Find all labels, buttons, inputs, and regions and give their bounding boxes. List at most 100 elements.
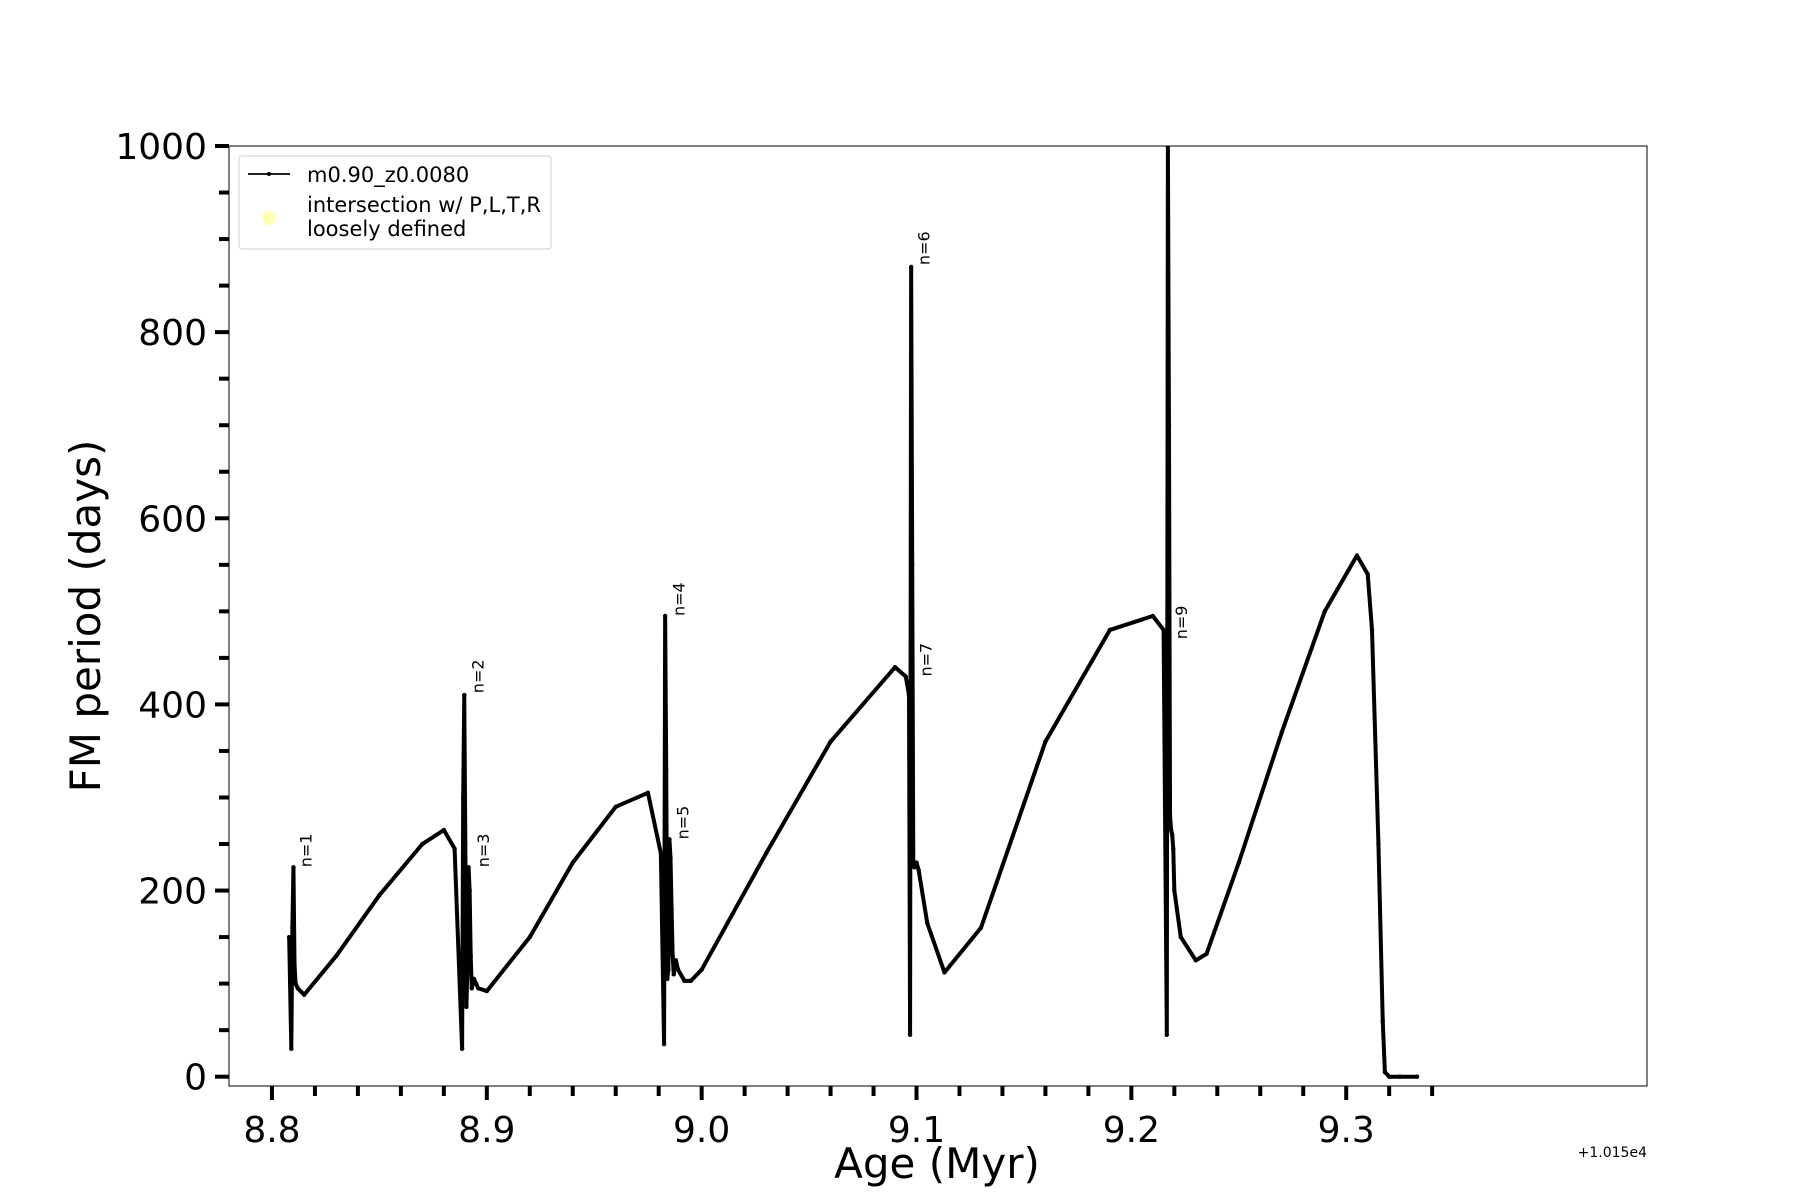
data-point <box>645 790 651 796</box>
annotation-label: n=9 <box>1172 606 1191 640</box>
y-tick-label: 0 <box>184 1058 207 1099</box>
data-point <box>286 934 292 940</box>
data-point <box>675 967 681 972</box>
data-point <box>290 925 295 930</box>
annotation-label: n=4 <box>669 582 688 616</box>
data-point <box>1397 1074 1403 1079</box>
y-tick-label: 200 <box>138 872 207 913</box>
data-point <box>289 1046 294 1051</box>
data-point <box>1386 1074 1392 1079</box>
x-tick-label: 9.0 <box>673 1110 730 1151</box>
data-point <box>1165 146 1171 149</box>
annotation-label: n=5 <box>674 806 693 840</box>
data-point <box>658 851 664 856</box>
data-point <box>462 692 467 698</box>
data-point <box>925 920 930 926</box>
data-point <box>467 888 472 893</box>
x-tick-label: 9.1 <box>888 1110 945 1151</box>
data-point <box>1369 627 1375 633</box>
data-point <box>911 860 916 865</box>
data-point <box>291 865 296 870</box>
data-point <box>293 981 298 986</box>
x-axis: 8.8 8.9 9.0 9.1 9.2 9.3 <box>243 1086 1435 1151</box>
annotation-label: n=3 <box>474 834 493 868</box>
data-point <box>1107 627 1113 633</box>
x-tick-label: 9.3 <box>1318 1110 1375 1151</box>
data-point <box>420 841 425 847</box>
data-point <box>527 934 532 940</box>
x-tick-label: 9.2 <box>1103 1110 1160 1151</box>
data-point <box>484 988 490 994</box>
data-point <box>1279 730 1284 735</box>
data-point <box>673 958 679 963</box>
x-tick-label: 8.9 <box>458 1110 515 1151</box>
data-point <box>1365 571 1370 577</box>
data-point <box>1354 553 1360 558</box>
data-point <box>665 976 670 982</box>
data-point <box>942 970 947 975</box>
plot-area <box>228 145 1648 1087</box>
legend-entry-label: m0.90_z0.0080 <box>307 163 469 188</box>
data-point <box>910 562 915 568</box>
data-point <box>464 1004 469 1010</box>
legend-entry-label: intersection w/ P,L,T,R loosely defined <box>307 193 541 241</box>
data-point <box>1166 423 1172 428</box>
data-point <box>908 264 914 270</box>
data-point <box>1236 860 1241 865</box>
data-point <box>892 664 898 670</box>
data-point <box>466 865 471 870</box>
y-tick-label: 800 <box>138 313 207 354</box>
y-tick-label: 400 <box>138 685 207 726</box>
data-point <box>1168 827 1174 833</box>
data-point <box>671 972 676 977</box>
data-point <box>682 978 687 984</box>
data-point <box>1382 1069 1388 1075</box>
data-point <box>473 981 479 986</box>
data-point <box>666 967 671 972</box>
data-point <box>441 827 447 833</box>
annotation-label: n=6 <box>914 231 933 265</box>
data-point <box>463 841 468 847</box>
data-point <box>460 795 466 800</box>
data-point <box>377 893 382 898</box>
data-point <box>292 962 297 968</box>
y-axis: 0 200 400 600 800 1000 <box>115 127 229 1099</box>
data-point <box>465 962 470 968</box>
annotation-label: n=1 <box>297 834 316 868</box>
x-axis-label: Age (Myr) <box>834 1139 1040 1188</box>
data-point <box>1380 1018 1385 1024</box>
data-point <box>906 692 912 698</box>
data-point <box>669 906 674 912</box>
data-point <box>1178 934 1183 940</box>
data-point <box>763 851 769 856</box>
data-point <box>670 953 675 958</box>
data-point <box>699 967 704 972</box>
x-offset-label: +1.015e4 <box>1578 1145 1647 1161</box>
data-point <box>903 674 908 679</box>
data-point <box>613 804 618 809</box>
x-tick-label: 8.8 <box>243 1110 300 1151</box>
data-point <box>1193 958 1199 963</box>
data-point <box>334 953 339 958</box>
data-point <box>668 855 673 861</box>
data-point <box>468 953 473 958</box>
data-point <box>295 986 300 991</box>
data-point <box>1167 813 1173 819</box>
data-point <box>1043 739 1048 744</box>
annotation-label: n=2 <box>469 659 488 693</box>
data-point <box>1150 613 1156 619</box>
data-point <box>570 860 575 865</box>
data-point <box>688 978 694 984</box>
data-point <box>1169 832 1175 837</box>
annotations: n=1 n=2 n=3 n=4 n=5 n=6 n=7 n=9 <box>297 231 1191 867</box>
data-point <box>1172 888 1177 893</box>
data-point <box>662 613 668 619</box>
legend-circle-marker <box>262 211 276 225</box>
data-point <box>469 986 474 991</box>
data-point <box>661 1041 667 1047</box>
data-point <box>1164 1032 1170 1038</box>
data-point <box>452 846 457 851</box>
annotation-label: n=7 <box>917 643 936 677</box>
data-point <box>1322 609 1327 614</box>
